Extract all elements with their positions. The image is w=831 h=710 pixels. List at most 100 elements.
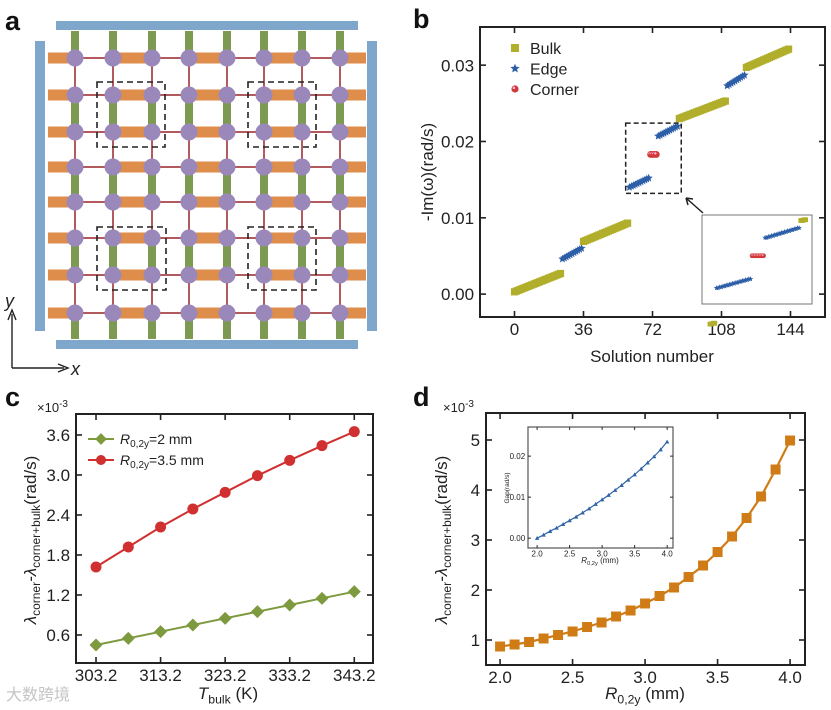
lattice-node — [180, 304, 198, 322]
point-edge — [730, 76, 739, 85]
point-edge — [654, 131, 663, 140]
data-point — [741, 513, 752, 523]
corner-region-dashed-box — [96, 226, 167, 291]
inset-data-point — [534, 535, 540, 540]
lattice-node — [143, 86, 161, 104]
legend-sub: 0,2y — [130, 439, 149, 450]
lattice-node — [143, 123, 161, 141]
y-axis-label: λcorner-λcorner+bulk(rad/s) — [21, 456, 43, 626]
y-label-sub-corner: corner — [440, 582, 454, 616]
zoom-arrow-icon — [685, 197, 704, 214]
x-tick-label: 72 — [643, 320, 662, 339]
y-label-minus-lambda: -λ — [21, 568, 40, 582]
legend-r: R — [120, 452, 130, 468]
data-point — [785, 435, 796, 446]
x-label-main: R — [605, 684, 617, 703]
data-point-series-0 — [283, 598, 297, 612]
inset-data-point — [664, 439, 670, 444]
lattice-node — [293, 49, 311, 67]
y-tick-label: 0.02 — [510, 452, 526, 461]
scale-exponent: -3 — [59, 399, 68, 410]
inset-data-point — [593, 501, 598, 506]
lattice-node — [331, 229, 349, 247]
lattice-node — [180, 158, 198, 176]
axis-label-x: x — [70, 359, 81, 379]
lattice-node — [104, 193, 122, 211]
point-edge — [656, 130, 665, 139]
point-edge — [673, 121, 682, 130]
inset-point-edge — [786, 228, 793, 234]
legend-marker-corner-highlight — [512, 86, 516, 90]
inset-data-point — [580, 510, 585, 515]
lattice-node — [66, 193, 84, 211]
lattice-node — [180, 123, 198, 141]
y-tick-label: 0.01 — [510, 493, 526, 502]
point-edge — [734, 74, 743, 83]
data-point — [654, 591, 665, 601]
lattice-node — [218, 158, 236, 176]
inset-point-edge — [793, 226, 799, 232]
point-edge — [558, 254, 567, 263]
legend-label-1: R0,2y=3.5 mm — [120, 452, 204, 471]
y-tick-label: 0.01 — [441, 209, 474, 228]
x-tick-label: 2.5 — [564, 549, 576, 558]
zoom-region-dashed-box — [624, 122, 683, 195]
point-bulk — [556, 269, 565, 278]
panel-label-b: b — [413, 4, 430, 34]
lattice-node — [180, 266, 198, 284]
inset-data-point — [547, 528, 553, 533]
inset-point-edge — [789, 227, 796, 233]
x-label-sub: 0,2y — [617, 692, 641, 706]
legend-marker-corner — [511, 85, 519, 93]
inset-point-edge — [773, 231, 780, 238]
lattice-node — [255, 304, 273, 322]
x-tick-label: 2.0 — [532, 549, 544, 558]
x-label-unit: (mm) — [641, 684, 685, 703]
y-tick-label: 1.2 — [46, 586, 70, 605]
data-point-series-1 — [219, 486, 231, 498]
data-point — [524, 637, 535, 647]
x-label-unit: (K) — [231, 684, 258, 703]
x-axis-label: R0,2y (mm) — [605, 684, 685, 706]
panel-a-lattice-diagram: yx — [3, 21, 377, 379]
data-point — [712, 547, 723, 557]
inset-point-edge — [734, 279, 741, 285]
lattice-node — [66, 158, 84, 176]
inset-point-bulk — [803, 217, 809, 223]
inset-data-point — [658, 447, 663, 452]
lattice-node — [66, 304, 84, 322]
x-label-main: R — [581, 556, 587, 565]
inset-point-edge — [767, 233, 773, 240]
y-tick-label: 1 — [471, 631, 480, 650]
data-point — [698, 560, 709, 571]
inset-point-edge — [718, 284, 725, 290]
lattice-node — [104, 158, 122, 176]
y-tick-label: 2.4 — [46, 506, 70, 525]
legend-label-corner: Corner — [530, 82, 580, 99]
legend-rest: =3.5 mm — [149, 452, 204, 468]
lattice-node — [66, 266, 84, 284]
y-label-minus-lambda: -λ — [432, 568, 451, 582]
lattice-node — [218, 304, 236, 322]
panel-c-chart: 303.2 313.2 323.2 333.2 343.2 0.6 1.2 1.8 2.4 3.0… — [21, 399, 376, 706]
inset-point-edge — [747, 276, 754, 282]
lattice-node — [255, 229, 273, 247]
point-edge — [671, 122, 680, 131]
point-edge — [661, 127, 670, 136]
inset-point-edge — [738, 278, 744, 284]
point-edge — [669, 123, 678, 132]
x-tick-label: 2.0 — [488, 668, 512, 687]
legend-sub: 0,2y — [130, 460, 149, 471]
lattice-node — [293, 86, 311, 104]
scale-base: ×10 — [37, 400, 59, 415]
lattice-node — [218, 229, 236, 247]
y-tick-label: 0.00 — [510, 534, 526, 543]
point-edge — [569, 248, 578, 257]
lattice-node — [331, 304, 349, 322]
y-tick-label: 1.8 — [46, 546, 70, 565]
data-point-series-1 — [251, 470, 263, 482]
lattice-node — [331, 123, 349, 141]
inset-point-edge — [741, 277, 747, 284]
panel-label-c: c — [5, 382, 20, 412]
data-point — [582, 622, 593, 632]
